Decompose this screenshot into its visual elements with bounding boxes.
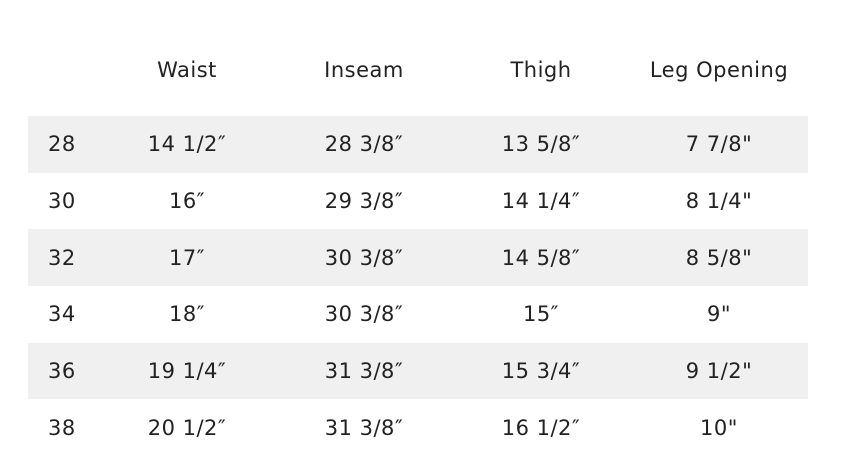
measurement: 7 7/8" [685, 132, 753, 157]
column-header: Leg Opening [649, 58, 789, 82]
measurement: 16 1/2″ [501, 415, 581, 440]
measurement: 17″ [168, 245, 206, 270]
measurement: 18″ [168, 302, 206, 327]
measurement: 13 5/8″ [501, 132, 581, 157]
measurement: 10" [700, 415, 738, 440]
measurement: 29 3/8″ [324, 189, 404, 214]
measurement: 14 1/4″ [501, 189, 581, 214]
column-header: Thigh [510, 58, 572, 82]
size-label: 30 [48, 189, 76, 214]
table-row [28, 342, 808, 400]
measurement: 16″ [168, 189, 206, 214]
measurement: 14 1/2″ [147, 132, 227, 157]
measurement: 9 1/2" [685, 359, 753, 384]
size-label: 28 [48, 132, 76, 157]
column-header: Inseam [324, 58, 404, 82]
measurement: 15 3/4″ [501, 359, 581, 384]
table-row [28, 116, 808, 173]
measurement: 31 3/8″ [324, 415, 404, 440]
measurement: 30 3/8″ [324, 302, 404, 327]
size-label: 36 [48, 359, 76, 384]
measurement: 15″ [522, 302, 560, 327]
measurement: 31 3/8″ [324, 359, 404, 384]
table-row [28, 286, 808, 343]
size-label: 34 [48, 302, 76, 327]
measurement: 19 1/4″ [147, 359, 227, 384]
measurement: 20 1/2″ [147, 415, 227, 440]
size-label: 32 [48, 245, 76, 270]
measurement: 9" [706, 302, 732, 327]
measurement: 14 5/8″ [501, 245, 581, 270]
measurement: 8 5/8" [685, 245, 753, 270]
measurement: 30 3/8″ [324, 245, 404, 270]
table-row [28, 229, 808, 287]
measurement: 8 1/4" [685, 189, 753, 214]
measurement: 28 3/8″ [324, 132, 404, 157]
size-label: 38 [48, 415, 76, 440]
table-row [28, 400, 808, 457]
column-header: Waist [157, 58, 217, 82]
